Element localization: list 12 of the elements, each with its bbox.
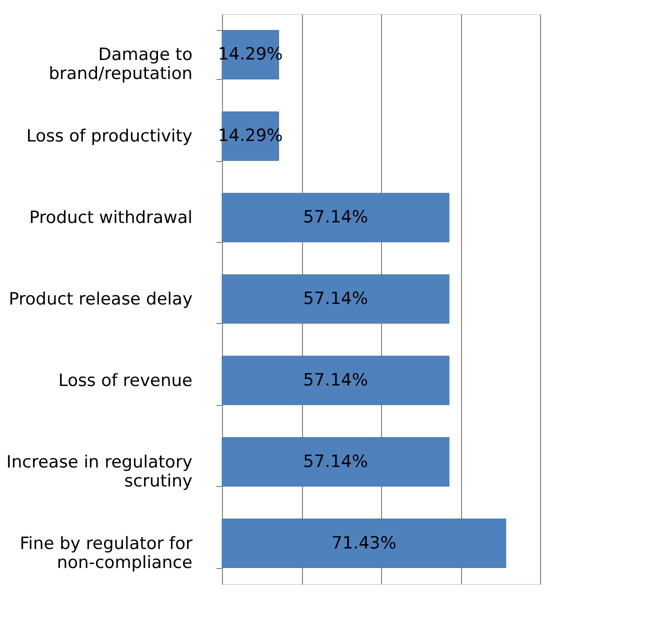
y-tick-label: Product release delay <box>8 290 192 310</box>
data-label: 57.14% <box>303 370 368 390</box>
y-tick-label: Increase in regulatory scrutiny <box>6 452 192 492</box>
data-label: 57.14% <box>303 289 368 309</box>
y-tick-label: Loss of productivity <box>26 126 192 147</box>
y-tick-label: Product withdrawal <box>29 208 192 228</box>
y-tick-label: Fine by regulator for non-compliance <box>20 534 192 573</box>
y-tick-label: Loss of revenue <box>58 370 192 391</box>
data-label: 57.14% <box>303 452 368 472</box>
y-tick-label: Damage to brand/reputation <box>48 45 192 84</box>
data-label: 71.43% <box>332 533 396 554</box>
data-label: 57.14% <box>303 208 368 228</box>
